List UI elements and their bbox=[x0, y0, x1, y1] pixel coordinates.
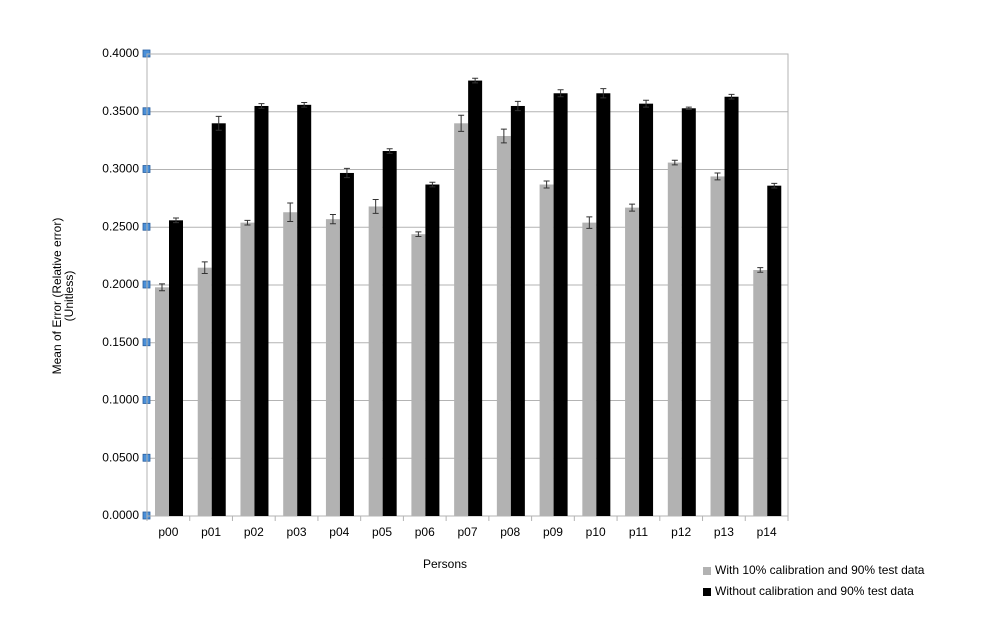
bar bbox=[411, 234, 426, 516]
bar bbox=[382, 151, 397, 516]
bar bbox=[724, 96, 739, 517]
y-axis-label: Mean of Error (Relative error) bbox=[50, 218, 64, 375]
x-tick-label: p02 bbox=[244, 525, 264, 539]
error-bar bbox=[415, 231, 422, 237]
legend-swatch bbox=[703, 588, 711, 596]
error-bar bbox=[514, 100, 521, 112]
error-bar bbox=[643, 99, 650, 108]
x-tick-label: p06 bbox=[415, 525, 435, 539]
error-bar bbox=[500, 128, 507, 144]
error-bar bbox=[258, 103, 265, 109]
error-bar bbox=[329, 214, 336, 225]
x-tick-label: p03 bbox=[287, 525, 307, 539]
legend-swatch bbox=[703, 567, 711, 575]
bar bbox=[297, 104, 312, 516]
error-bar bbox=[159, 283, 165, 292]
error-bar bbox=[671, 159, 678, 166]
error-bar bbox=[629, 203, 636, 212]
legend-label: Without calibration and 90% test data bbox=[715, 584, 914, 598]
x-tick-label: p14 bbox=[757, 525, 777, 539]
bar bbox=[454, 123, 469, 517]
x-tick-label: p07 bbox=[457, 525, 477, 539]
bar bbox=[510, 105, 525, 516]
bar bbox=[325, 219, 340, 517]
error-bar bbox=[301, 102, 308, 108]
bar bbox=[625, 207, 640, 517]
bar bbox=[155, 287, 169, 516]
legend-label: With 10% calibration and 90% test data bbox=[715, 563, 925, 577]
error-bar bbox=[714, 172, 721, 181]
error-bar bbox=[600, 88, 607, 99]
error-bar bbox=[429, 181, 436, 188]
y-tick-label: 0.4000 bbox=[102, 46, 139, 60]
error-bar bbox=[343, 167, 350, 179]
bar bbox=[240, 222, 255, 516]
error-bar bbox=[215, 115, 222, 131]
y-tick-label: 0.1500 bbox=[102, 335, 139, 349]
x-tick-label: p13 bbox=[714, 525, 734, 539]
bar bbox=[211, 123, 226, 517]
error-bar bbox=[244, 219, 251, 226]
error-bar bbox=[728, 93, 735, 100]
y-tick-label: 0.0000 bbox=[102, 508, 139, 522]
bar bbox=[767, 185, 782, 517]
error-bar bbox=[586, 216, 593, 229]
x-tick-label: p08 bbox=[500, 525, 520, 539]
error-bar bbox=[543, 180, 550, 189]
error-bar bbox=[372, 199, 379, 214]
y-tick-label: 0.2000 bbox=[102, 277, 139, 291]
y-tick-label: 0.1000 bbox=[102, 393, 139, 407]
bar bbox=[667, 162, 682, 516]
error-bar bbox=[386, 148, 393, 154]
error-bar bbox=[287, 202, 294, 222]
error-bar bbox=[557, 89, 564, 98]
bar bbox=[496, 136, 511, 516]
bar bbox=[710, 176, 725, 516]
error-bar bbox=[757, 267, 764, 273]
x-tick-label: p01 bbox=[201, 525, 221, 539]
bar bbox=[553, 93, 568, 517]
x-tick-label: p11 bbox=[629, 525, 648, 539]
x-tick-label: p04 bbox=[329, 525, 349, 539]
bar bbox=[539, 184, 554, 516]
x-tick-label: p09 bbox=[543, 525, 563, 539]
x-tick-label: p00 bbox=[158, 525, 178, 539]
bar bbox=[339, 172, 354, 516]
error-bar bbox=[458, 114, 465, 132]
bar bbox=[681, 108, 696, 516]
x-tick-label: p12 bbox=[671, 525, 691, 539]
x-tick-label: p10 bbox=[586, 525, 606, 539]
y-tick-label: 0.0500 bbox=[102, 450, 139, 464]
bar bbox=[596, 93, 611, 517]
bar bbox=[283, 212, 298, 517]
bar bbox=[582, 222, 597, 516]
x-axis-label: Persons bbox=[423, 557, 467, 571]
error-bar bbox=[472, 77, 479, 84]
bar bbox=[468, 80, 483, 516]
y-axis-label: (Unitless) bbox=[62, 271, 76, 322]
bar bbox=[753, 269, 768, 516]
y-tick-label: 0.3000 bbox=[102, 162, 139, 176]
error-bar bbox=[201, 261, 208, 274]
error-bar bbox=[173, 217, 179, 224]
bar bbox=[197, 267, 212, 516]
bar bbox=[425, 184, 440, 516]
bar bbox=[169, 220, 183, 516]
bar bbox=[368, 206, 383, 516]
error-bar bbox=[771, 182, 778, 189]
bar bbox=[639, 103, 654, 516]
y-tick-label: 0.2500 bbox=[102, 219, 139, 233]
error-bar bbox=[685, 106, 692, 110]
y-tick-label: 0.3500 bbox=[102, 104, 139, 118]
bar bbox=[254, 105, 269, 516]
x-tick-label: p05 bbox=[372, 525, 392, 539]
